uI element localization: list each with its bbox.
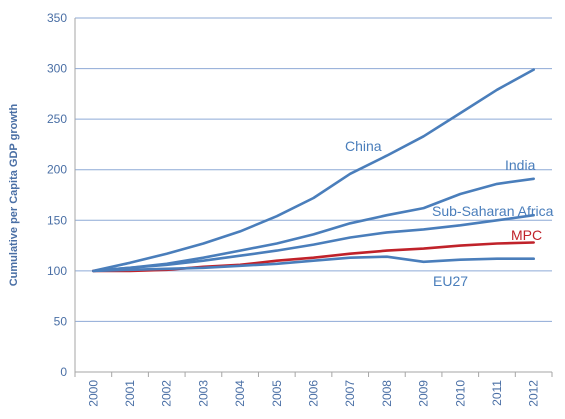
x-tick-label: 2011 bbox=[490, 380, 504, 406]
x-tick-label: 2010 bbox=[453, 380, 467, 407]
series-label-eu27: EU27 bbox=[433, 273, 468, 289]
y-tick-label: 300 bbox=[47, 62, 67, 76]
series-lines bbox=[92, 68, 536, 273]
x-tick-label: 2007 bbox=[343, 380, 357, 407]
x-tick-label: 2004 bbox=[233, 380, 247, 407]
series-label-mpc: MPC bbox=[511, 227, 542, 243]
y-tick-label: 200 bbox=[47, 163, 67, 177]
series-label-china: China bbox=[345, 138, 382, 154]
x-tick-label: 2009 bbox=[417, 380, 431, 407]
x-tick-label: 2012 bbox=[527, 380, 541, 407]
y-tick-label: 0 bbox=[60, 365, 67, 379]
x-tick-label: 2003 bbox=[196, 380, 210, 407]
y-axis-label: Cumulative per Capita GDP growth bbox=[8, 103, 20, 286]
y-tick-label: 250 bbox=[47, 112, 67, 126]
x-tick-label: 2000 bbox=[86, 380, 100, 407]
series-label-sub-saharan-africa: Sub-Saharan Africa bbox=[432, 203, 554, 219]
x-tick-label: 2005 bbox=[270, 380, 284, 407]
x-tick-label: 2002 bbox=[160, 380, 174, 407]
x-tick-label: 2006 bbox=[307, 380, 321, 407]
series-labels: China India Sub-Saharan Africa MPC EU27 bbox=[345, 138, 554, 289]
x-tick-label: 2008 bbox=[380, 380, 394, 407]
y-tick-label: 150 bbox=[47, 213, 67, 227]
series-line-eu27 bbox=[92, 255, 536, 273]
x-tick-label: 2001 bbox=[123, 380, 137, 407]
y-tick-labels: 0 50 100 150 200 250 300 350 bbox=[47, 11, 67, 379]
series-label-india: India bbox=[505, 157, 536, 173]
series-line-sub-saharan-africa bbox=[92, 213, 536, 273]
x-tick-labels: 2000 2001 2002 2003 2004 2005 2006 2007 2008 2009… bbox=[86, 380, 540, 407]
y-tick-label: 50 bbox=[54, 314, 68, 328]
series-line-china bbox=[92, 68, 536, 273]
y-tick-label: 350 bbox=[47, 11, 67, 25]
y-tick-label: 100 bbox=[47, 264, 67, 278]
